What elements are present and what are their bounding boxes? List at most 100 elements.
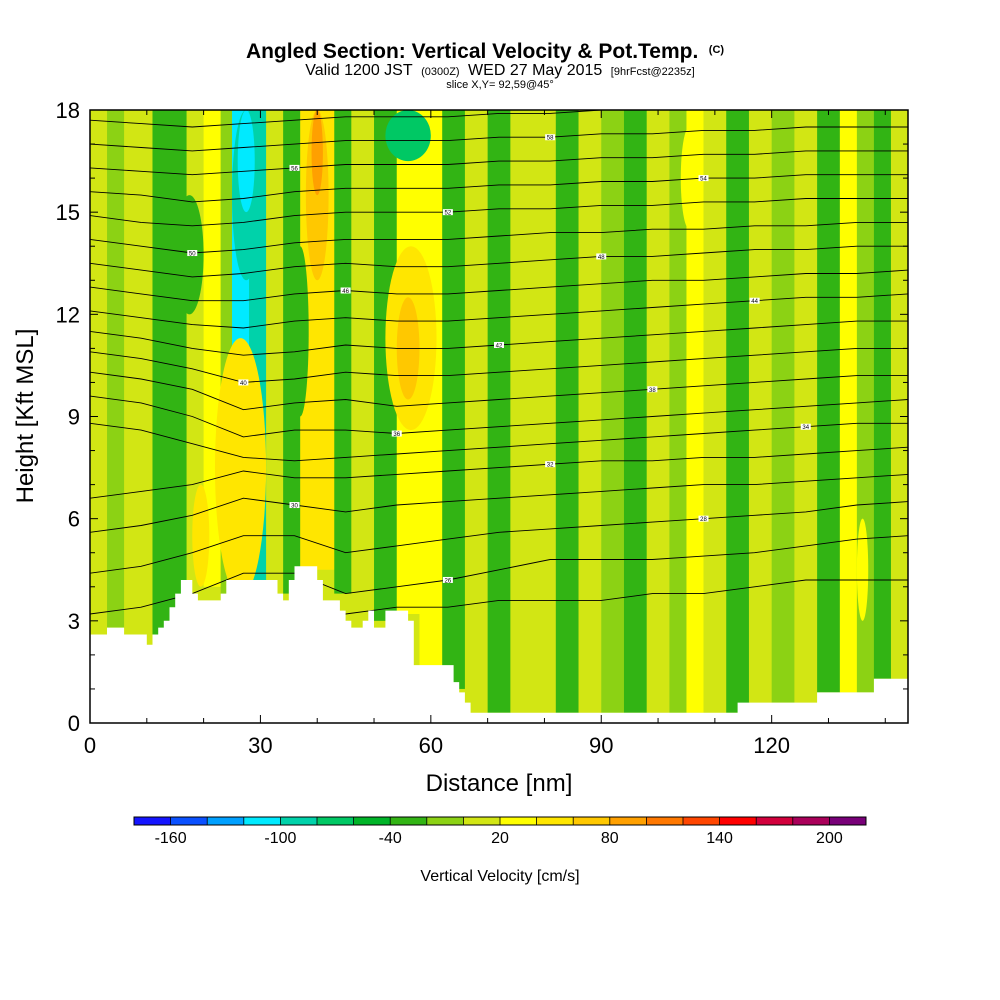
colorbar-segment <box>134 817 171 825</box>
velocity-column <box>487 110 511 713</box>
theta-contour <box>90 371 908 411</box>
colorbar-segment <box>170 817 208 825</box>
theta-contour <box>90 174 908 203</box>
x-axis-label: Distance [nm] <box>426 770 573 797</box>
contour-label-bg <box>800 423 811 430</box>
theta-contour <box>90 446 908 499</box>
theta-contour <box>90 150 908 176</box>
chart-title: Angled Section: Vertical Velocity & Pot.… <box>246 40 724 63</box>
contour-label: 34 <box>802 425 809 431</box>
colorbar-segment <box>463 817 501 825</box>
contour-label-bg <box>698 175 709 182</box>
contour-label-bg <box>238 379 249 386</box>
contour-label: 48 <box>598 255 605 261</box>
contour-label-bg <box>698 515 709 522</box>
colorbar-segment <box>207 817 245 825</box>
colorbar: -160 -100 -40 20 80 140 200 <box>133 816 867 847</box>
contour-label: 56 <box>291 166 298 172</box>
contour-label: 36 <box>393 432 400 438</box>
theta-contour <box>90 473 908 533</box>
theta-contour <box>90 198 908 227</box>
colorbar-segment <box>829 817 867 825</box>
velocity-column <box>374 110 398 621</box>
velocity-column <box>510 110 534 713</box>
colorbar-title: Vertical Velocity [cm/s] <box>420 868 579 885</box>
velocity-column <box>601 110 625 713</box>
velocity-column <box>107 110 125 628</box>
colorbar-tick-label: 20 <box>491 830 509 847</box>
colorbar-segment <box>353 817 391 825</box>
slice-label: slice X,Y= 92,59@45° <box>446 79 554 91</box>
colorbar-tick-label: 140 <box>706 830 733 847</box>
velocity-feature <box>856 518 869 621</box>
contour-label-bg <box>442 209 453 216</box>
velocity-feature <box>680 127 698 230</box>
contour-label: 50 <box>189 252 196 258</box>
velocity-column <box>442 110 466 689</box>
velocity-feature <box>311 110 323 196</box>
colorbar-segment <box>719 817 757 825</box>
subtitle-date: WED 27 May 2015 <box>468 62 602 79</box>
colorbar-segment <box>500 817 537 825</box>
y-axis-label: Height [Kft MSL] <box>12 329 39 504</box>
x-tick-label: 60 <box>419 733 443 758</box>
velocity-feature <box>385 110 431 162</box>
velocity-column <box>351 110 375 615</box>
colorbar-segment <box>609 817 647 825</box>
subtitle-forecast: [9hrFcst@2235z] <box>611 66 695 78</box>
velocity-feature <box>192 484 210 587</box>
velocity-column <box>817 110 841 693</box>
contour-label-bg <box>391 430 402 437</box>
contour-label-bg <box>494 341 504 348</box>
velocity-column <box>266 110 284 580</box>
velocity-column <box>748 110 773 703</box>
contour-label-bg <box>647 386 658 393</box>
velocity-column <box>703 110 727 713</box>
contour-label-bg <box>289 502 300 509</box>
subtitle-utc: (0300Z) <box>421 66 460 78</box>
contour-label-bg <box>442 576 453 583</box>
velocity-column <box>578 110 602 713</box>
contour-label: 40 <box>240 381 247 387</box>
y-tick-label: 3 <box>68 609 80 634</box>
velocity-column <box>873 110 892 679</box>
terrain-profile <box>90 566 908 723</box>
contour-label-bg <box>340 287 351 294</box>
velocity-column <box>533 110 557 713</box>
x-axis: 0 30 60 90 120 <box>84 110 886 758</box>
contour-label: 52 <box>445 211 452 217</box>
contour-label: 26 <box>445 578 452 584</box>
y-tick-label: 18 <box>56 98 80 123</box>
theta-contour <box>90 422 908 462</box>
theta-contour <box>90 347 908 383</box>
theta-contour <box>90 126 908 152</box>
y-tick-label: 6 <box>68 507 80 532</box>
colorbar-segment <box>792 817 830 825</box>
theta-contour <box>90 221 908 254</box>
colorbar-segment <box>317 817 354 825</box>
velocity-column <box>464 110 489 713</box>
theta-contour <box>90 110 660 128</box>
colorbar-tick-label: -100 <box>264 830 296 847</box>
y-tick-label: 0 <box>68 711 80 736</box>
contour-label-bg <box>596 253 607 260</box>
colorbar-tick-label: 200 <box>816 830 843 847</box>
terrain-mask <box>90 566 908 723</box>
velocity-column <box>334 110 352 594</box>
colorbar-tick-label: 80 <box>601 830 619 847</box>
velocity-feature <box>237 110 255 213</box>
velocity-feature <box>291 246 309 417</box>
contour-label-bg <box>187 250 198 257</box>
velocity-column <box>669 110 687 713</box>
velocity-column <box>839 110 858 693</box>
velocity-feature <box>305 501 323 570</box>
contour-label-bg <box>545 461 556 468</box>
theta-contour <box>90 501 908 574</box>
theta-contour <box>90 245 908 278</box>
contour-label: 28 <box>700 517 707 523</box>
contour-label: 38 <box>649 388 656 394</box>
velocity-column <box>220 110 233 601</box>
velocity-column <box>169 110 188 615</box>
velocity-column <box>152 110 171 638</box>
